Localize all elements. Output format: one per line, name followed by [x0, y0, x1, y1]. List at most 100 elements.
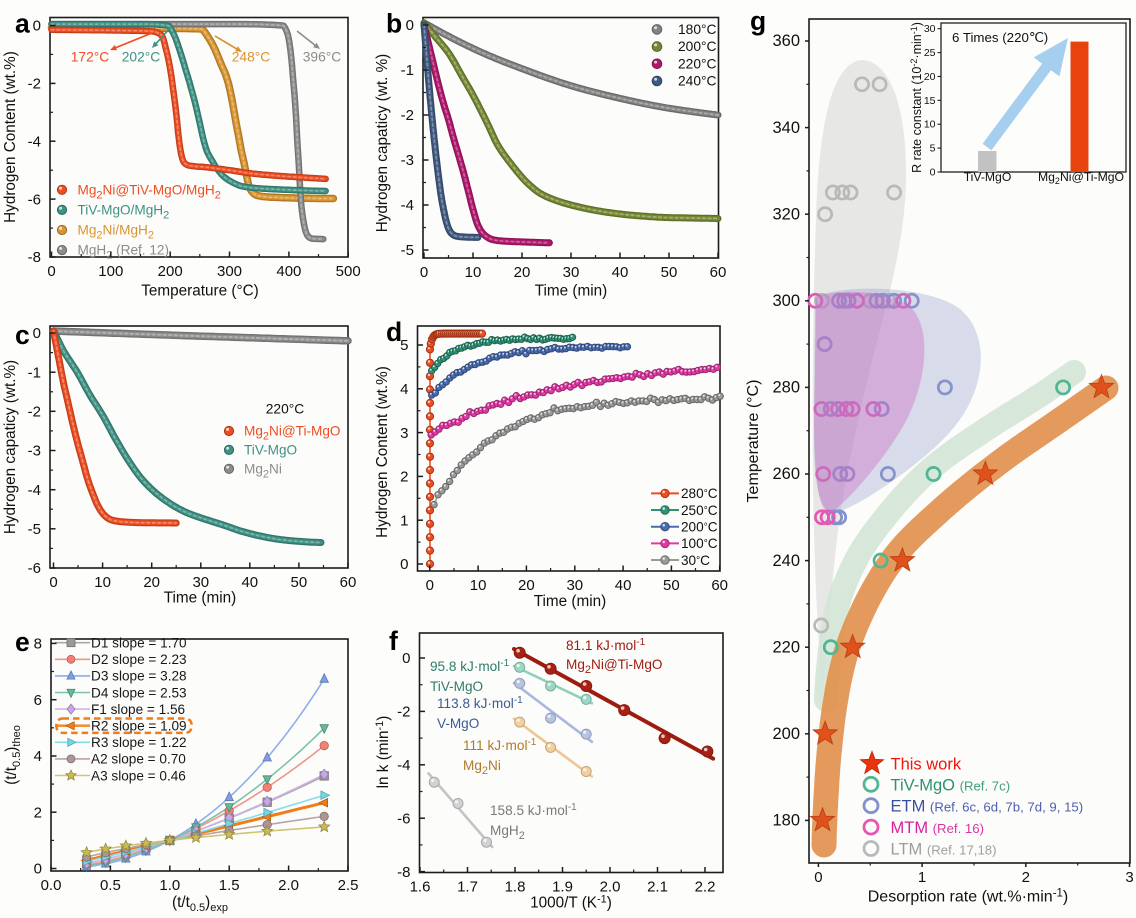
svg-text:0: 0 [49, 574, 57, 591]
svg-text:50: 50 [663, 577, 680, 594]
svg-text:0.0: 0.0 [41, 877, 62, 894]
svg-text:MTM (Ref. 16): MTM (Ref. 16) [891, 819, 984, 837]
svg-text:-6: -6 [397, 810, 410, 827]
svg-text:-4: -4 [401, 197, 414, 214]
svg-text:TiV-MgO (Ref. 7c): TiV-MgO (Ref. 7c) [891, 776, 1011, 794]
svg-text:200°C: 200°C [681, 520, 718, 535]
svg-text:Mg2Ni@Ti-MgO: Mg2Ni@Ti-MgO [1038, 170, 1124, 186]
svg-text:50: 50 [661, 264, 678, 281]
svg-text:4: 4 [34, 748, 42, 765]
svg-text:8: 8 [34, 636, 42, 653]
svg-text:113.8 kJ·mol-1: 113.8 kJ·mol-1 [437, 695, 523, 711]
svg-text:MgH2: MgH2 [490, 823, 525, 842]
svg-text:c: c [15, 320, 30, 350]
svg-text:TiV-MgO: TiV-MgO [964, 170, 1012, 184]
svg-text:-2: -2 [397, 704, 410, 721]
svg-text:0: 0 [402, 650, 410, 667]
svg-text:111 kJ·mol-1: 111 kJ·mol-1 [463, 737, 537, 753]
svg-text:Mg2Ni@TiV-MgO/MgH2: Mg2Ni@TiV-MgO/MgH2 [78, 182, 221, 201]
svg-text:30: 30 [563, 264, 580, 281]
svg-text:280°C: 280°C [681, 486, 718, 501]
svg-text:1.6: 1.6 [410, 879, 431, 896]
svg-text:TiV-MgO: TiV-MgO [244, 443, 297, 458]
svg-text:-4: -4 [28, 133, 41, 150]
svg-text:-8: -8 [397, 864, 410, 881]
svg-text:V-MgO: V-MgO [437, 716, 479, 731]
svg-text:20: 20 [924, 71, 936, 83]
svg-text:Temperature (°C): Temperature (°C) [745, 380, 762, 503]
svg-text:2: 2 [400, 469, 408, 486]
svg-text:Time (min): Time (min) [534, 593, 607, 610]
svg-text:g: g [750, 6, 766, 36]
svg-text:2: 2 [34, 804, 42, 821]
svg-text:20: 20 [514, 264, 531, 281]
svg-text:200°C: 200°C [678, 39, 717, 54]
svg-text:202°C: 202°C [122, 50, 161, 65]
svg-text:2.0: 2.0 [600, 879, 621, 896]
svg-text:a: a [15, 9, 30, 39]
svg-text:-6: -6 [28, 560, 41, 577]
svg-text:500: 500 [336, 263, 361, 280]
svg-text:b: b [386, 9, 402, 39]
svg-text:D2 slope = 2.23: D2 slope = 2.23 [91, 652, 187, 667]
svg-text:15: 15 [924, 95, 936, 107]
svg-text:0: 0 [420, 264, 428, 281]
svg-text:Hydrogen Content (wt.%): Hydrogen Content (wt.%) [374, 366, 391, 538]
svg-text:-2: -2 [28, 76, 41, 93]
svg-text:-5: -5 [28, 521, 41, 538]
svg-text:TiV-MgO/MgH2: TiV-MgO/MgH2 [78, 203, 170, 222]
svg-text:Desorption rate (wt.%·min-1): Desorption rate (wt.%·min-1) [868, 888, 1069, 906]
svg-text:Hydrogen capaticy (wt. %): Hydrogen capaticy (wt. %) [374, 54, 391, 233]
svg-text:1.0: 1.0 [159, 877, 180, 894]
svg-text:180: 180 [772, 812, 800, 830]
svg-text:280: 280 [772, 379, 800, 397]
svg-text:ln k (min-1): ln k (min-1) [374, 716, 392, 789]
svg-text:40: 40 [241, 574, 258, 591]
svg-text:10: 10 [924, 119, 936, 131]
svg-text:1.8: 1.8 [505, 879, 526, 896]
svg-text:396°C: 396°C [303, 50, 342, 65]
svg-text:0: 0 [814, 869, 822, 886]
svg-text:D3 slope = 3.28: D3 slope = 3.28 [91, 669, 187, 684]
svg-text:ETM (Ref. 6c, 6d, 7b, 7d, 9,: ETM (Ref. 6c, 6d, 7b, 7d, 9, 15) [891, 798, 1084, 816]
svg-text:81.1 kJ·mol-1: 81.1 kJ·mol-1 [566, 637, 646, 653]
svg-text:R3 slope = 1.22: R3 slope = 1.22 [91, 735, 187, 750]
svg-text:-1: -1 [401, 62, 414, 79]
svg-text:Hydrogen capaticy (wt.%): Hydrogen capaticy (wt.%) [2, 360, 19, 534]
svg-text:1000/T (K-1): 1000/T (K-1) [530, 894, 612, 912]
svg-text:180°C: 180°C [678, 22, 717, 37]
svg-text:95.8 kJ·mol-1: 95.8 kJ·mol-1 [430, 658, 510, 674]
svg-text:1: 1 [400, 512, 408, 529]
svg-text:Temperature (°C): Temperature (°C) [141, 283, 258, 300]
svg-text:MgH2 (Ref. 12): MgH2 (Ref. 12) [78, 243, 170, 262]
svg-text:2.2: 2.2 [695, 879, 716, 896]
svg-text:-4: -4 [397, 757, 410, 774]
svg-text:60: 60 [710, 264, 727, 281]
svg-text:10: 10 [465, 264, 482, 281]
svg-text:f: f [389, 626, 398, 656]
svg-text:5: 5 [930, 143, 936, 155]
svg-text:260: 260 [772, 465, 800, 483]
svg-text:220°C: 220°C [266, 401, 305, 416]
svg-text:30: 30 [566, 577, 583, 594]
svg-text:300: 300 [217, 263, 242, 280]
svg-text:0: 0 [930, 167, 936, 179]
svg-text:Mg2Ni@Ti-MgO: Mg2Ni@Ti-MgO [244, 424, 340, 443]
svg-text:Hydrogen Content (wt.%): Hydrogen Content (wt.%) [2, 51, 19, 223]
svg-text:200: 200 [158, 263, 183, 280]
svg-text:1.9: 1.9 [552, 879, 573, 896]
svg-text:-1: -1 [28, 364, 41, 381]
svg-text:50: 50 [291, 574, 308, 591]
svg-text:3: 3 [400, 425, 408, 442]
svg-text:320: 320 [772, 205, 800, 223]
svg-text:0: 0 [34, 861, 42, 878]
svg-text:0.5: 0.5 [100, 877, 121, 894]
svg-text:R rate constant (10-2·min-1): R rate constant (10-2·min-1) [909, 22, 924, 173]
svg-text:4: 4 [400, 381, 408, 398]
svg-text:Time (min): Time (min) [535, 283, 608, 300]
svg-text:-2: -2 [28, 404, 41, 421]
svg-text:-5: -5 [401, 242, 414, 259]
svg-text:220: 220 [772, 638, 800, 656]
svg-text:-2: -2 [401, 107, 414, 124]
svg-text:240: 240 [772, 552, 800, 570]
